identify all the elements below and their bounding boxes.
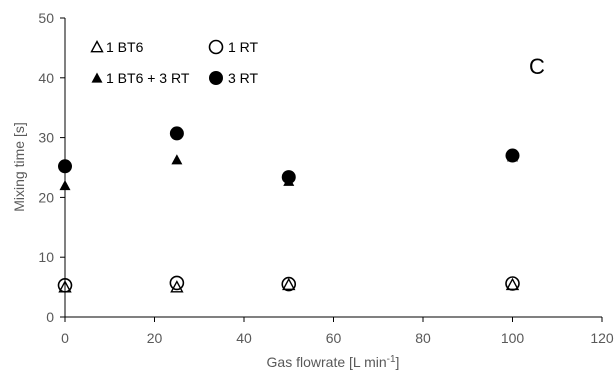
data-point: [58, 159, 72, 174]
legend-label: 1 BT6 + 3 RT: [106, 70, 190, 86]
y-tick-label: 50: [38, 10, 54, 26]
data-point: [505, 148, 520, 163]
data-point: [169, 275, 185, 291]
data-point: [281, 170, 296, 185]
x-tick-label: 0: [61, 330, 69, 346]
x-tick-label: 60: [326, 330, 342, 346]
x-tick-label: 120: [590, 330, 614, 346]
y-tick-label: 0: [46, 309, 54, 325]
legend-marker: [90, 40, 104, 53]
x-tick-label: 100: [501, 330, 525, 346]
data-point: [281, 276, 297, 292]
data-point: [169, 126, 184, 141]
x-axis-title-superscript: -1: [387, 354, 396, 365]
x-tick-label: 40: [236, 330, 252, 346]
y-axis-title: Mixing time [s]: [11, 122, 27, 211]
data-point: [59, 179, 71, 191]
y-tick-label: 30: [38, 130, 54, 146]
data-point: [282, 277, 296, 291]
legend-marker: [208, 39, 224, 55]
data-point: [505, 276, 520, 291]
data-point: [170, 280, 184, 293]
y-tick-label: 40: [38, 70, 54, 86]
legend-marker: [91, 72, 103, 83]
x-tick-label: 80: [415, 330, 431, 346]
x-tick-label: 20: [147, 330, 163, 346]
y-tick-label: 20: [38, 189, 54, 205]
legend-label: 1 RT: [228, 39, 259, 55]
panel-label: C: [529, 54, 545, 79]
legend-marker: [209, 71, 223, 85]
x-axis-title-main: Gas flowrate [L min: [267, 354, 387, 370]
legend-label: 1 BT6: [106, 39, 144, 55]
x-axis-title: Gas flowrate [L min-1]: [267, 354, 400, 370]
legend-label: 3 RT: [228, 70, 259, 86]
data-point: [57, 278, 73, 293]
y-tick-label: 10: [38, 249, 54, 265]
data-point: [171, 154, 183, 165]
x-axis-title-end: ]: [396, 354, 400, 370]
